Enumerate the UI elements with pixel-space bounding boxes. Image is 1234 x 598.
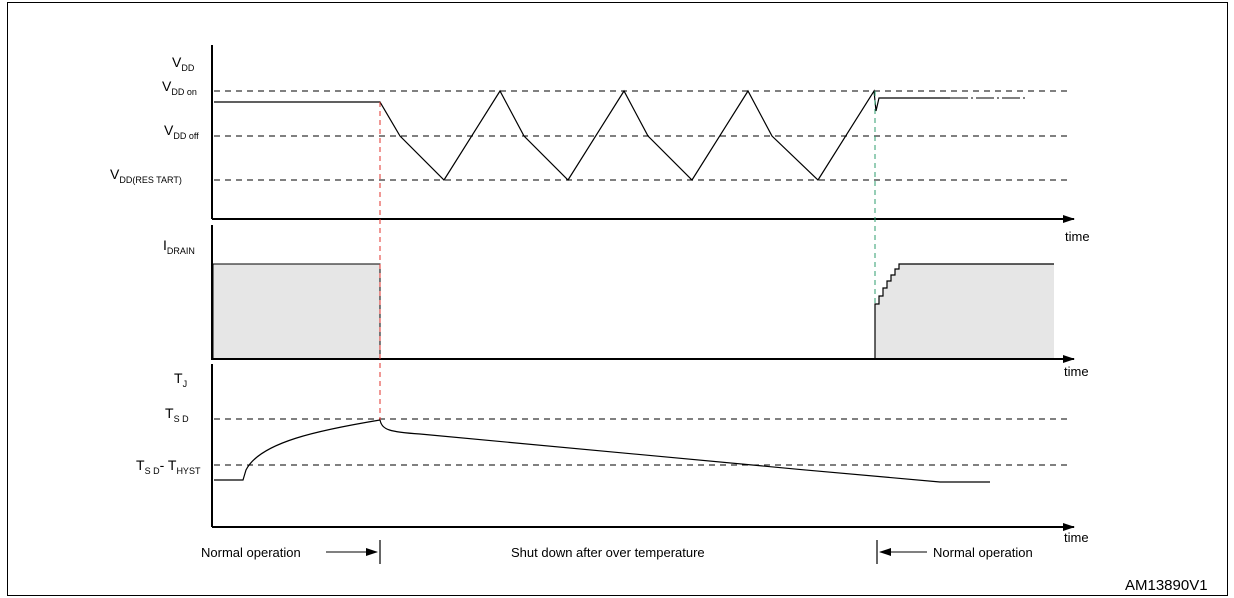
vdd-restart-label: VDD(RES TART) <box>110 166 182 185</box>
idrain-time-label: time <box>1064 364 1089 379</box>
phase-label-normal-after: Normal operation <box>933 545 1033 560</box>
tj-axis-label: TJ <box>174 370 187 389</box>
tj-waveform <box>214 419 990 483</box>
idrain-axis-label: IDRAIN <box>163 237 195 256</box>
tsd-hyst-label: TS D- THYST <box>136 457 201 476</box>
phase-label-normal-before: Normal operation <box>201 545 301 560</box>
idrain-normal-area <box>212 263 381 360</box>
tj-panel: TJ TS D TS D- THYST time <box>136 364 1089 545</box>
vdd-waveform <box>214 89 950 181</box>
idrain-panel: IDRAIN time <box>163 225 1089 379</box>
figure-frame <box>7 2 1228 596</box>
tsd-label: TS D <box>165 405 189 424</box>
vdd-panel: VDD VDD on VDD off VDD(RES TART) time <box>110 45 1090 244</box>
figure-id: AM13890V1 <box>1125 577 1208 594</box>
idrain-restart-area <box>875 264 1054 359</box>
idrain-restart-waveform <box>874 263 1054 359</box>
vdd-off-label: VDD off <box>164 122 199 141</box>
vdd-axis-label: VDD <box>172 54 195 73</box>
tj-time-label: time <box>1064 530 1089 545</box>
vdd-time-label: time <box>1065 229 1090 244</box>
phase-label-shutdown: Shut down after over temperature <box>511 545 705 560</box>
vdd-on-label: VDD on <box>162 78 197 97</box>
